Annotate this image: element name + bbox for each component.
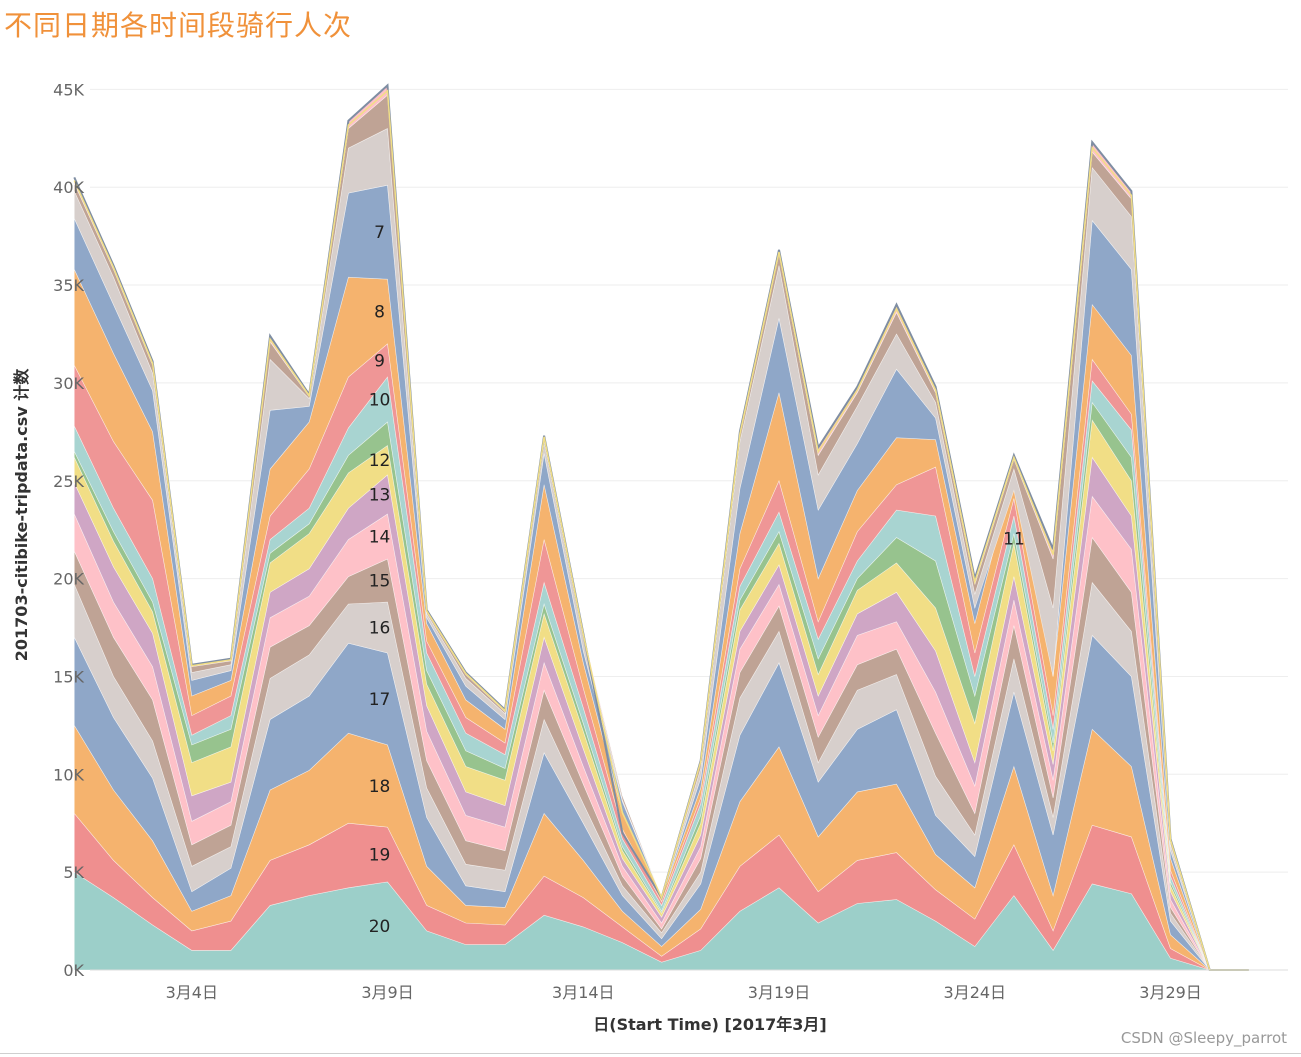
band-label: 16 xyxy=(369,619,391,639)
band-label: 7 xyxy=(374,223,385,243)
band-label: 15 xyxy=(369,572,391,592)
x-tick-label: 3月19日 xyxy=(748,983,811,1002)
band-label: 12 xyxy=(369,451,391,471)
y-axis-title: 201703-citibike-tripdata.csv 计数 xyxy=(12,368,31,661)
band-label: 17 xyxy=(369,690,391,710)
area-series xyxy=(74,84,1249,971)
x-tick-label: 3月29日 xyxy=(1139,983,1202,1002)
band-label: 20 xyxy=(369,917,391,937)
x-axis-title: 日(Start Time) [2017年3月] xyxy=(593,1015,827,1034)
y-tick-label: 20K xyxy=(53,570,84,589)
x-tick-label: 3月24日 xyxy=(944,983,1007,1002)
y-tick-label: 0K xyxy=(63,961,84,980)
y-tick-label: 10K xyxy=(53,765,84,784)
y-tick-label: 45K xyxy=(53,80,84,99)
band-label: 10 xyxy=(369,391,391,411)
band-label: 13 xyxy=(369,485,391,505)
x-tick-label: 3月14日 xyxy=(552,983,615,1002)
top-outline xyxy=(73,83,1249,971)
y-tick-label: 5K xyxy=(63,863,84,882)
band-label: 11 xyxy=(1003,529,1025,549)
y-axis-ticks: 0K 5K 10K 15K 20K 25K 30K 35K 40K 45K xyxy=(53,80,84,980)
band-label: 19 xyxy=(369,846,391,866)
bottom-divider xyxy=(0,1053,1301,1054)
x-tick-label: 3月4日 xyxy=(166,983,218,1002)
band-label: 8 xyxy=(374,302,385,322)
chart-title: 不同日期各时间段骑行人次 xyxy=(4,9,353,42)
y-tick-label: 25K xyxy=(53,472,84,491)
band-labels: 7 8 9 10 12 13 14 15 16 17 18 19 20 11 xyxy=(369,223,1025,937)
y-tick-label: 30K xyxy=(53,374,84,393)
watermark: CSDN @Sleepy_parrot xyxy=(1120,1029,1287,1047)
x-axis-ticks: 3月4日 3月9日 3月14日 3月19日 3月24日 3月29日 xyxy=(166,983,1202,1002)
y-tick-label: 35K xyxy=(53,276,84,295)
band-label: 18 xyxy=(369,777,391,797)
y-tick-label: 40K xyxy=(53,178,84,197)
band-label: 9 xyxy=(374,351,385,371)
top-accent-line xyxy=(73,89,1249,971)
band-label: 14 xyxy=(369,528,391,548)
x-tick-label: 3月9日 xyxy=(361,983,413,1002)
y-tick-label: 15K xyxy=(53,667,84,686)
